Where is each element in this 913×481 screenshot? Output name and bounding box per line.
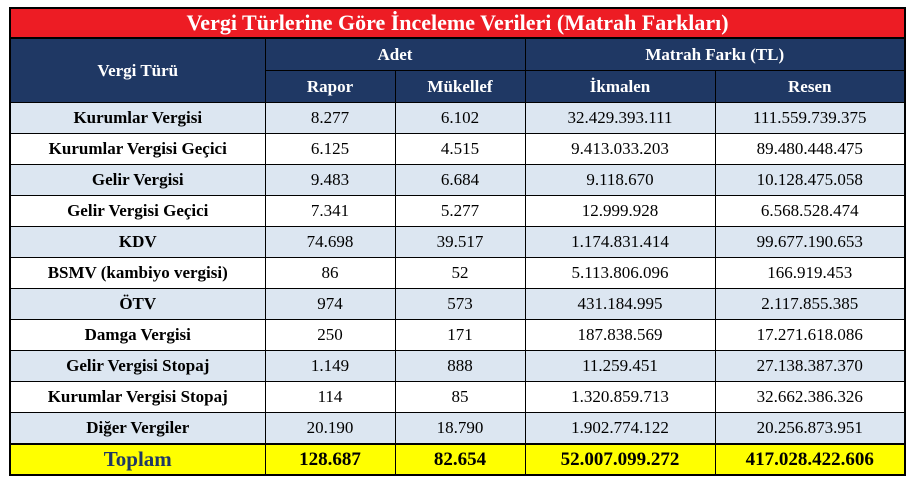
header-group-row: Vergi Türü Adet Matrah Farkı (TL)	[9, 37, 906, 103]
table-row: KDV 74.698 39.517 1.174.831.414 99.677.1…	[9, 226, 906, 258]
col-group-adet: Adet	[264, 37, 526, 71]
mukellef-cell: 888	[394, 350, 526, 382]
rapor-cell: 7.341	[264, 195, 396, 227]
table-title: Vergi Türlerine Göre İnceleme Verileri (…	[9, 7, 906, 39]
resen-cell: 6.568.528.474	[714, 195, 906, 227]
vergi-inceleme-table: Vergi Türlerine Göre İnceleme Verileri (…	[9, 7, 906, 476]
table-row: Damga Vergisi 250 171 187.838.569 17.271…	[9, 319, 906, 351]
ikmalen-cell: 1.320.859.713	[524, 381, 716, 413]
tax-type-cell: Gelir Vergisi Stopaj	[9, 350, 266, 382]
tax-type-cell: Diğer Vergiler	[9, 412, 266, 445]
resen-cell: 89.480.448.475	[714, 133, 906, 165]
mukellef-cell: 171	[394, 319, 526, 351]
ikmalen-cell: 12.999.928	[524, 195, 716, 227]
mukellef-cell: 6.102	[394, 102, 526, 134]
mukellef-cell: 6.684	[394, 164, 526, 196]
rapor-cell: 20.190	[264, 412, 396, 445]
tax-type-cell: KDV	[9, 226, 266, 258]
table-row: ÖTV 974 573 431.184.995 2.117.855.385	[9, 288, 906, 320]
table-row: BSMV (kambiyo vergisi) 86 52 5.113.806.0…	[9, 257, 906, 289]
mukellef-cell: 5.277	[394, 195, 526, 227]
table-row: Diğer Vergiler 20.190 18.790 1.902.774.1…	[9, 412, 906, 445]
total-resen-value: 417.028.422.606	[714, 443, 906, 476]
tax-type-cell: Gelir Vergisi Geçici	[9, 195, 266, 227]
table-row: Kurumlar Vergisi Stopaj 114 85 1.320.859…	[9, 381, 906, 413]
resen-cell: 2.117.855.385	[714, 288, 906, 320]
col-header-rapor: Rapor	[264, 70, 396, 103]
ikmalen-cell: 9.118.670	[524, 164, 716, 196]
total-row: Toplam 128.687 82.654 52.007.099.272 417…	[9, 443, 906, 476]
col-header-vergi-turu: Vergi Türü	[9, 37, 266, 103]
ikmalen-cell: 9.413.033.203	[524, 133, 716, 165]
col-header-ikmalen: İkmalen	[524, 70, 716, 103]
resen-cell: 20.256.873.951	[714, 412, 906, 445]
rapor-cell: 250	[264, 319, 396, 351]
header-sub-row: Rapor Mükellef İkmalen Resen	[10, 70, 906, 103]
tax-type-cell: BSMV (kambiyo vergisi)	[9, 257, 266, 289]
mukellef-cell: 4.515	[394, 133, 526, 165]
table-row: Gelir Vergisi Geçici 7.341 5.277 12.999.…	[9, 195, 906, 227]
tax-type-cell: ÖTV	[9, 288, 266, 320]
total-mukellef-value: 82.654	[394, 443, 526, 476]
table-row: Kurumlar Vergisi Geçici 6.125 4.515 9.41…	[9, 133, 906, 165]
table-row: Gelir Vergisi Stopaj 1.149 888 11.259.45…	[9, 350, 906, 382]
tax-type-cell: Kurumlar Vergisi	[9, 102, 266, 134]
total-ikmalen-value: 52.007.099.272	[524, 443, 716, 476]
table-body: Kurumlar Vergisi 8.277 6.102 32.429.393.…	[9, 102, 906, 445]
tax-type-cell: Kurumlar Vergisi Stopaj	[9, 381, 266, 413]
ikmalen-cell: 32.429.393.111	[524, 102, 716, 134]
resen-cell: 27.138.387.370	[714, 350, 906, 382]
rapor-cell: 86	[264, 257, 396, 289]
mukellef-cell: 18.790	[394, 412, 526, 445]
resen-cell: 32.662.386.326	[714, 381, 906, 413]
title-row: Vergi Türlerine Göre İnceleme Verileri (…	[9, 7, 906, 39]
col-header-mukellef: Mükellef	[394, 70, 526, 103]
total-label: Toplam	[9, 443, 266, 476]
resen-cell: 99.677.190.653	[714, 226, 906, 258]
rapor-cell: 6.125	[264, 133, 396, 165]
ikmalen-cell: 11.259.451	[524, 350, 716, 382]
col-group-matrah-farki: Matrah Farkı (TL)	[524, 37, 906, 71]
ikmalen-cell: 1.174.831.414	[524, 226, 716, 258]
mukellef-cell: 52	[394, 257, 526, 289]
table-row: Gelir Vergisi 9.483 6.684 9.118.670 10.1…	[9, 164, 906, 196]
mukellef-cell: 39.517	[394, 226, 526, 258]
col-header-resen: Resen	[714, 70, 906, 103]
rapor-cell: 9.483	[264, 164, 396, 196]
rapor-cell: 974	[264, 288, 396, 320]
mukellef-cell: 573	[394, 288, 526, 320]
tax-type-cell: Gelir Vergisi	[9, 164, 266, 196]
ikmalen-cell: 5.113.806.096	[524, 257, 716, 289]
ikmalen-cell: 431.184.995	[524, 288, 716, 320]
table-row: Kurumlar Vergisi 8.277 6.102 32.429.393.…	[9, 102, 906, 134]
resen-cell: 17.271.618.086	[714, 319, 906, 351]
ikmalen-cell: 187.838.569	[524, 319, 716, 351]
tax-type-cell: Kurumlar Vergisi Geçici	[9, 133, 266, 165]
rapor-cell: 1.149	[264, 350, 396, 382]
rapor-cell: 74.698	[264, 226, 396, 258]
tax-type-cell: Damga Vergisi	[9, 319, 266, 351]
rapor-cell: 114	[264, 381, 396, 413]
total-rapor-value: 128.687	[264, 443, 396, 476]
rapor-cell: 8.277	[264, 102, 396, 134]
resen-cell: 111.559.739.375	[714, 102, 906, 134]
resen-cell: 10.128.475.058	[714, 164, 906, 196]
mukellef-cell: 85	[394, 381, 526, 413]
resen-cell: 166.919.453	[714, 257, 906, 289]
ikmalen-cell: 1.902.774.122	[524, 412, 716, 445]
